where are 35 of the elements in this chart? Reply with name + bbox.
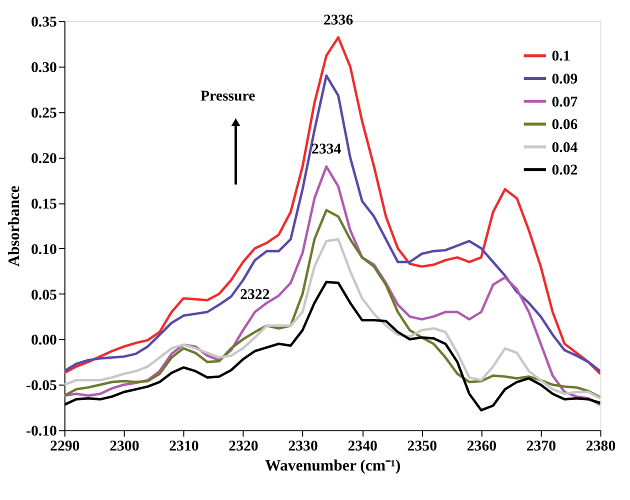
y-tick-label: 0.25 <box>30 105 57 122</box>
legend-label: 0.09 <box>552 71 578 88</box>
line-series <box>64 165 600 406</box>
x-tick-label: 2310 <box>169 438 199 454</box>
x-tick-label: 2350 <box>407 438 437 454</box>
x-tick-label: 2290 <box>50 438 80 454</box>
annotation: 2322 <box>240 287 270 304</box>
x-tick-label: 2360 <box>466 438 497 454</box>
y-axis-title: Absorbance <box>6 186 24 267</box>
annotation: 2334 <box>312 142 342 158</box>
x-tick-label: 2300 <box>110 438 140 454</box>
x-tick-label: 2380 <box>586 438 616 454</box>
y-tick-label: 0.35 <box>30 14 57 31</box>
y-tick-label: 0.00 <box>30 332 57 349</box>
annotation: Pressure <box>200 88 256 104</box>
legend-label: 0.06 <box>552 117 578 134</box>
legend-label: 0.1 <box>552 48 570 65</box>
legend-label: 0.07 <box>552 94 578 110</box>
y-tick-label: 0.20 <box>30 150 57 167</box>
legend-label: 0.02 <box>552 162 578 179</box>
x-tick-label: 2340 <box>348 438 378 454</box>
x-tick-label: 2370 <box>526 438 556 454</box>
line-series <box>64 208 600 399</box>
y-tick-label: 0.30 <box>30 60 57 76</box>
y-tick-label: 0.10 <box>30 242 57 258</box>
line-series <box>64 238 600 400</box>
x-axis-title: Wavenumber (cm⁻¹) <box>265 457 401 474</box>
y-tick-label: 0.05 <box>30 287 57 304</box>
x-tick-label: 2320 <box>228 438 258 454</box>
y-tick-label: -0.10 <box>26 424 57 440</box>
legend-label: 0.04 <box>552 140 578 156</box>
x-tick-label: 2330 <box>288 438 318 454</box>
annotation: 2336 <box>323 12 354 29</box>
y-tick-label: 0.15 <box>30 196 57 212</box>
y-tick-label: -0.05 <box>26 378 57 394</box>
